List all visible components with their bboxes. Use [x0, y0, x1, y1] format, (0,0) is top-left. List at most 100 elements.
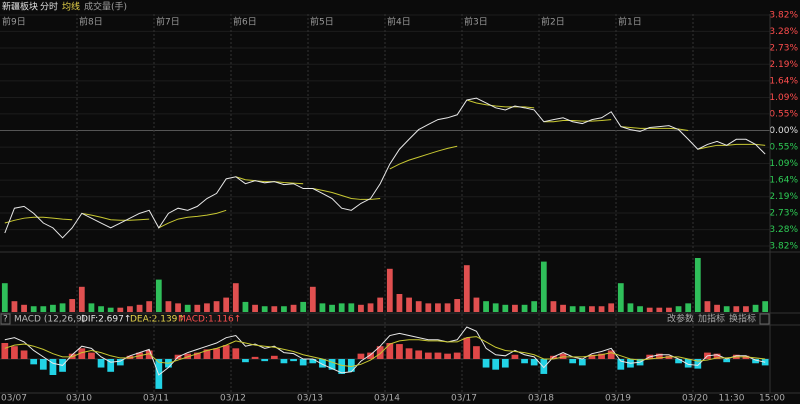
macd-bar	[655, 353, 663, 359]
volume-bar	[598, 306, 605, 312]
macd-bar	[319, 359, 326, 368]
volume-bar	[194, 304, 201, 312]
volume-bar	[78, 286, 85, 312]
volume-bar	[232, 283, 239, 312]
volume-bar	[175, 303, 181, 312]
macd-bar	[713, 353, 721, 359]
macd-bar	[752, 359, 759, 364]
macd-bar	[107, 359, 115, 372]
day-label: 前5日	[310, 16, 334, 28]
volume-bar	[483, 301, 489, 312]
volume-bar	[762, 301, 769, 312]
macd-bar	[742, 355, 750, 359]
volume-bar	[531, 301, 538, 312]
tab[interactable]: 分时	[40, 1, 58, 13]
y-tick-label: 3.28%	[769, 225, 798, 235]
day-label: 前3日	[464, 16, 488, 28]
macd-bar	[49, 359, 57, 375]
y-tick-label: 3.82%	[769, 11, 798, 21]
macd-bar	[261, 359, 269, 362]
volume-bar	[281, 306, 287, 312]
avg-line	[4, 216, 73, 224]
macd-bar	[367, 352, 374, 359]
macd-bar	[145, 350, 153, 359]
y-tick-label: 2.19%	[769, 192, 798, 202]
volume-bar	[88, 303, 95, 312]
macd-bar	[588, 354, 596, 359]
macd-bar	[540, 359, 548, 374]
dif-label: DIF:2.697↑	[81, 315, 131, 325]
macd-bar	[242, 359, 249, 363]
volume-bar	[348, 303, 355, 312]
volume-bar	[406, 297, 412, 312]
help-box[interactable]	[0, 313, 11, 325]
macd-bar	[30, 359, 38, 365]
macd-bar	[280, 359, 288, 364]
volume-bar	[666, 307, 672, 312]
macd-bar	[116, 359, 124, 366]
volume-bar	[627, 303, 634, 312]
volume-bar	[415, 301, 422, 312]
macd-bar	[251, 356, 259, 359]
avg-line	[697, 143, 766, 150]
dea-label: DEA:2.139↑	[130, 315, 185, 325]
button[interactable]: 改参数	[667, 313, 694, 325]
day-label: 前7日	[156, 16, 180, 28]
volume-bar	[329, 304, 335, 312]
volume-bar	[454, 299, 461, 312]
help[interactable]: ?	[3, 315, 8, 325]
volume-bar	[213, 301, 220, 312]
macd-bar	[357, 353, 365, 359]
time-label: 15:00	[759, 394, 785, 404]
button[interactable]: 换指标	[729, 313, 756, 325]
macd-bar	[578, 359, 586, 366]
volume-bar	[733, 306, 740, 312]
macd-bar	[347, 359, 355, 372]
tab[interactable]: 均线	[62, 1, 80, 13]
y-tick-label: 1.09%	[769, 93, 798, 103]
y-tick-label: 1.64%	[769, 76, 798, 86]
volume-bar	[69, 299, 76, 312]
volume-bar	[396, 294, 403, 312]
y-tick-label: 1.09%	[769, 159, 798, 169]
volume-bar	[338, 303, 345, 312]
macd-bar	[193, 352, 201, 359]
macd-label: MACD:1.116↑	[178, 315, 241, 325]
volume-bar	[492, 303, 499, 312]
volume-bar	[656, 307, 663, 312]
volume-bar	[425, 303, 432, 312]
date-label: 03/12	[220, 394, 246, 404]
date-label: 03/17	[451, 394, 477, 404]
macd-bar	[20, 350, 28, 359]
macd-bar	[482, 359, 490, 368]
macd-bar	[675, 359, 682, 364]
macd-bar	[694, 359, 702, 369]
volume-bar	[377, 297, 384, 312]
volume-bar	[569, 306, 576, 312]
macd-bar	[328, 359, 336, 370]
tab[interactable]: 成交量(手)	[84, 1, 127, 13]
macd-bar	[299, 359, 307, 366]
volume-bar	[146, 301, 153, 312]
volume-bar	[223, 297, 230, 312]
indicator-name: MACD (12,26,9)	[14, 315, 85, 325]
volume-bar	[117, 307, 124, 312]
date-label: 03/07	[1, 394, 27, 404]
y-tick-label: 0.00%	[769, 126, 798, 136]
volume-bar	[444, 303, 451, 312]
y-tick-label: 2.73%	[769, 43, 798, 53]
volume-bar	[59, 303, 66, 312]
avg-line	[81, 212, 150, 221]
day-label: 前9日	[2, 16, 26, 28]
button[interactable]: 加指标	[698, 313, 725, 325]
dif-line	[4, 326, 766, 376]
volume-bar	[540, 261, 547, 312]
date-label: 03/18	[528, 394, 554, 404]
volume-bar	[560, 304, 566, 312]
close-box[interactable]	[759, 313, 770, 325]
avg-line	[543, 119, 612, 123]
volume-bar	[704, 301, 711, 312]
macd-bar	[396, 344, 403, 359]
volume-bar	[473, 297, 480, 312]
